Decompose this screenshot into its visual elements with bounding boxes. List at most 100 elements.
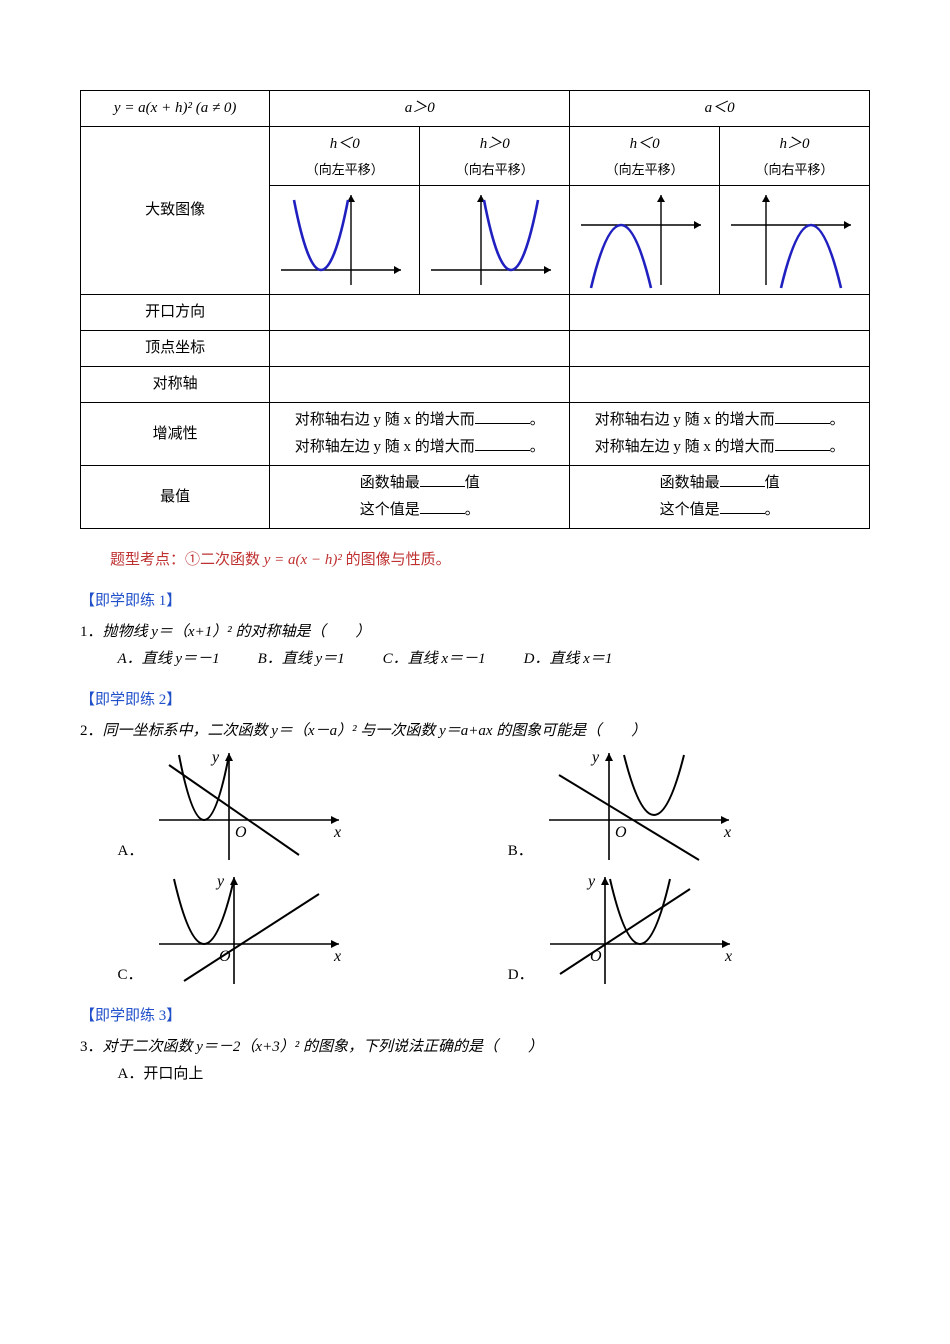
q2-opt-a[interactable]: A． x y O xyxy=(118,745,480,865)
hneg-1: h＜0 xyxy=(276,131,413,158)
parabola-up-right-icon xyxy=(426,190,556,290)
cell-extreme-neg: 函数轴最值 这个值是。 xyxy=(570,466,870,529)
cell-a-pos: a＞0 xyxy=(270,91,570,127)
cell-mono-neg: 对称轴右边 y 随 x 的增大而。 对称轴左边 y 随 x 的增大而。 xyxy=(570,403,870,466)
mono-left-neg: 对称轴左边 y 随 x 的增大而 xyxy=(595,439,775,455)
shift-right-1: （向右平移） xyxy=(426,158,563,181)
cell-formula: y = a(x + h)² (a ≠ 0) xyxy=(81,91,270,127)
q1-stem: 抛物线 y＝（x+1）² 的对称轴是（ ） xyxy=(103,624,371,640)
parabola-up-left-icon xyxy=(276,190,406,290)
graph-a-neg-hpos xyxy=(720,186,870,295)
hpos-2: h＞0 xyxy=(726,131,863,158)
blank xyxy=(720,498,765,514)
cell-mono-pos: 对称轴右边 y 随 x 的增大而。 对称轴左边 y 随 x 的增大而。 xyxy=(270,403,570,466)
row-graph-label: 大致图像 xyxy=(81,127,270,295)
q2-opt-c[interactable]: C． x y O xyxy=(118,869,480,989)
mono-right-pos: 对称轴右边 y 随 x 的增大而 xyxy=(295,412,475,428)
mono-left-pos: 对称轴左边 y 随 x 的增大而 xyxy=(295,439,475,455)
q2-tag: 【即学即练 2】 xyxy=(80,687,870,714)
blank xyxy=(420,471,465,487)
topic-suffix: 的图像与性质。 xyxy=(342,552,451,568)
q1-num: 1． xyxy=(80,624,103,640)
page-root: y = a(x + h)² (a ≠ 0) a＞0 a＜0 大致图像 h＜0 （… xyxy=(0,0,950,1128)
q2-label-c: C． xyxy=(118,962,143,989)
hneg-2: h＜0 xyxy=(576,131,713,158)
row-mono-label: 增减性 xyxy=(81,403,270,466)
cell-axis-pos xyxy=(270,367,570,403)
cell-hneg-pos: h＜0 （向左平移） xyxy=(270,127,420,186)
cell-opening-neg xyxy=(570,295,870,331)
svg-text:x: x xyxy=(333,948,341,965)
suffix: 。 xyxy=(530,412,545,428)
q2-graph-d-icon: x y O xyxy=(540,869,740,989)
parabola-down-left-icon xyxy=(576,190,706,290)
svg-text:x: x xyxy=(723,824,731,841)
blank xyxy=(775,408,830,424)
svg-text:O: O xyxy=(235,824,247,841)
a-neg-label: a＜0 xyxy=(705,100,735,116)
mono-right-neg: 对称轴右边 y 随 x 的增大而 xyxy=(595,412,775,428)
hpos-1: h＞0 xyxy=(426,131,563,158)
header-formula: y = a(x + h)² (a ≠ 0) xyxy=(114,100,237,116)
q2-label-b: B． xyxy=(508,838,533,865)
ext-prefix: 函数轴最 xyxy=(360,475,420,491)
cell-extreme-pos: 函数轴最 值 这个值是 。 xyxy=(270,466,570,529)
q2-opt-d[interactable]: D． x y O xyxy=(508,869,870,989)
q3-stem: 对于二次函数 y＝－2（x+3）² 的图象，下列说法正确的是（ ） xyxy=(103,1039,543,1055)
cell-hpos-pos: h＞0 （向右平移） xyxy=(420,127,570,186)
q1-tag: 【即学即练 1】 xyxy=(80,588,870,615)
q1-opt-c[interactable]: C．直线 x＝－1 xyxy=(383,646,486,673)
ext-l2b: 这个值是 xyxy=(660,502,720,518)
properties-table: y = a(x + h)² (a ≠ 0) a＞0 a＜0 大致图像 h＜0 （… xyxy=(80,90,870,529)
q2-graph-a-icon: x y O xyxy=(149,745,349,865)
cell-axis-neg xyxy=(570,367,870,403)
topic-formula: y = a(x − h)² xyxy=(264,552,342,568)
graph-a-pos-hneg xyxy=(270,186,420,295)
svg-text:x: x xyxy=(333,824,341,841)
graph-a-neg-hneg xyxy=(570,186,720,295)
blank xyxy=(420,498,465,514)
q3-stem-row: 3．对于二次函数 y＝－2（x+3）² 的图象，下列说法正确的是（ ） xyxy=(80,1034,870,1061)
blank xyxy=(720,471,765,487)
suffix: 。 xyxy=(830,412,845,428)
q1-opt-a[interactable]: A．直线 y＝－1 xyxy=(118,646,220,673)
q2-options: A． x y O B． x y O xyxy=(118,745,871,989)
suffix: 。 xyxy=(530,439,545,455)
q2-num: 2． xyxy=(80,723,103,739)
q3-tag: 【即学即练 3】 xyxy=(80,1003,870,1030)
topic-line: 题型考点：①二次函数 y = a(x − h)² 的图像与性质。 xyxy=(80,547,870,574)
ext-suffix2: 。 xyxy=(765,502,780,518)
ext-prefix2: 函数轴最 xyxy=(660,475,720,491)
q2-label-d: D． xyxy=(508,962,534,989)
ext-suffix: 。 xyxy=(465,502,480,518)
cell-a-neg: a＜0 xyxy=(570,91,870,127)
ext-l2: 这个值是 xyxy=(360,502,420,518)
row-opening-label: 开口方向 xyxy=(81,295,270,331)
cell-hpos-neg: h＞0 （向右平移） xyxy=(720,127,870,186)
parabola-down-right-icon xyxy=(726,190,856,290)
blank xyxy=(475,408,530,424)
q3-options: A．开口向上 xyxy=(118,1061,871,1088)
svg-text:y: y xyxy=(586,873,596,890)
a-pos-label: a＞0 xyxy=(405,100,435,116)
q2-graph-b-icon: x y O xyxy=(539,745,739,865)
q1-options: A．直线 y＝－1 B．直线 y＝1 C．直线 x＝－1 D．直线 x＝1 xyxy=(118,646,871,673)
q2-opt-b[interactable]: B． x y O xyxy=(508,745,870,865)
svg-text:x: x xyxy=(724,948,732,965)
topic-prefix: 题型考点：①二次函数 xyxy=(110,552,264,568)
cell-hneg-neg: h＜0 （向左平移） xyxy=(570,127,720,186)
q3-opt-a[interactable]: A．开口向上 xyxy=(118,1066,204,1082)
svg-text:y: y xyxy=(210,749,220,766)
cell-opening-pos xyxy=(270,295,570,331)
shift-right-2: （向右平移） xyxy=(726,158,863,181)
svg-text:y: y xyxy=(590,749,600,766)
q2-stem: 同一坐标系中，二次函数 y＝（x－a）² 与一次函数 y＝a+ax 的图象可能是… xyxy=(103,723,647,739)
graph-a-pos-hpos xyxy=(420,186,570,295)
q1-opt-d[interactable]: D．直线 x＝1 xyxy=(524,646,613,673)
row-vertex-label: 顶点坐标 xyxy=(81,331,270,367)
cell-vertex-pos xyxy=(270,331,570,367)
shift-left-2: （向左平移） xyxy=(576,158,713,181)
svg-text:O: O xyxy=(615,824,627,841)
q1-opt-b[interactable]: B．直线 y＝1 xyxy=(258,646,345,673)
ext-mid: 值 xyxy=(465,475,480,491)
